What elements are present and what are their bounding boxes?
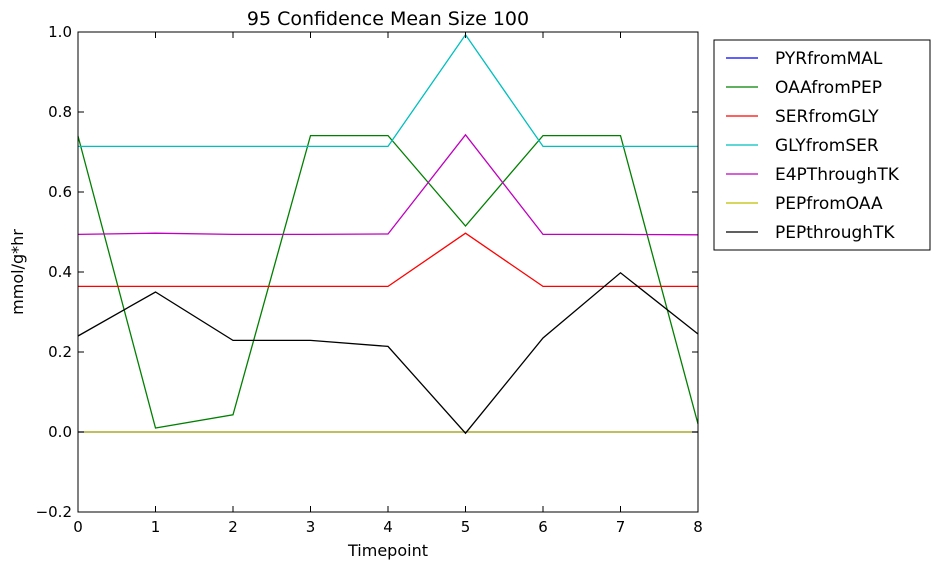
x-tick-label: 6 [538,518,548,536]
legend-label: GLYfromSER [775,136,879,156]
series-line-SERfromGLY [78,232,698,288]
x-tick-label: 5 [461,518,471,536]
x-tick-label: 1 [151,518,161,536]
y-tick-label: 0.0 [48,423,72,441]
y-axis-label: mmol/g*hr [8,229,27,315]
y-tick-label: −0.2 [36,503,72,521]
y-tick-label: 0.6 [48,183,72,201]
y-tick-label: 1.0 [48,23,72,41]
plot-frame [77,31,699,513]
series-layer [77,33,699,435]
series-line-PEPthroughTK [77,271,699,435]
y-tick-label: 0.2 [48,343,72,361]
x-tick-label: 7 [616,518,626,536]
legend-label: PEPthroughTK [775,223,895,243]
series-line-E4PThroughTK [77,133,699,236]
axis-ticks: 0 1 2 3 4 5 6 7 8 −0.2 0.0 0.2 0.4 0.6 0.8 1.0 [36,23,703,536]
legend-label: OAAfromPEP [775,78,882,98]
legend-label: PEPfromOAA [775,194,883,214]
series-line-OAAfromPEP [77,134,699,429]
x-axis-label: Timepoint [347,541,428,560]
y-tick-label: 0.8 [48,103,72,121]
x-tick-label: 4 [383,518,393,536]
x-tick-label: 0 [73,518,83,536]
chart-title: 95 Confidence Mean Size 100 [247,8,529,30]
y-tick-label: 0.4 [48,263,72,281]
series-line-GLYfromSER [78,33,698,148]
legend-label: E4PThroughTK [775,165,900,185]
x-tick-label: 2 [228,518,238,536]
legend: PYRfromMAL OAAfromPEP SERfromGLY GLYfromSER… [713,39,931,251]
legend-label: SERfromGLY [775,107,879,127]
x-tick-label: 8 [693,518,703,536]
legend-label: PYRfromMAL [775,49,883,69]
x-tick-label: 3 [306,518,316,536]
